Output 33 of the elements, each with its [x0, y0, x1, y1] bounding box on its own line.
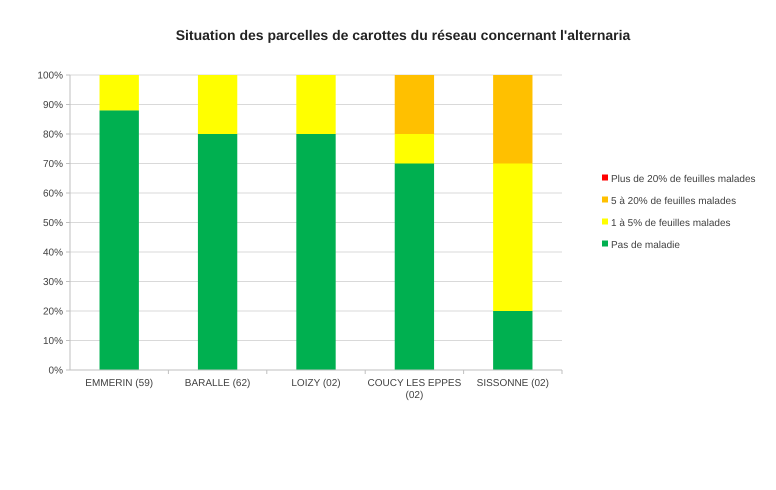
y-tick-label: 10%	[42, 336, 64, 347]
chart-title: Situation des parcelles de carottes du réseau concernant l'alternaria	[176, 27, 631, 43]
x-tick-label: SISSONNE (02)	[476, 378, 549, 389]
y-tick-label: 30%	[42, 277, 64, 288]
legend-label: Pas de maladie	[611, 240, 680, 251]
y-tick-label: 0%	[48, 366, 64, 376]
y-tick-label: 60%	[42, 188, 64, 200]
bar	[198, 75, 238, 134]
x-tick-label: LOIZY (02)	[291, 378, 341, 389]
legend-label: 1 à 5% de feuilles malades	[611, 218, 731, 229]
y-tick-label: 70%	[42, 159, 64, 170]
bar	[100, 75, 139, 110]
bar	[100, 110, 139, 370]
bar	[198, 134, 238, 370]
y-tick-label: 50%	[42, 218, 64, 229]
bar	[493, 164, 532, 311]
bar	[394, 164, 434, 370]
bar	[296, 75, 336, 134]
y-tick-label: 40%	[42, 248, 64, 258]
y-tick-label: 20%	[42, 306, 64, 318]
bar	[493, 75, 532, 164]
legend-label: Plus de 20% de feuilles malades	[611, 174, 756, 185]
bar	[296, 134, 336, 370]
x-tick-label: COUCY LES EPPES (02)	[368, 378, 462, 401]
y-tick-label: 100%	[37, 70, 64, 82]
x-tick-label: EMMERIN (59)	[85, 378, 154, 389]
bar	[394, 134, 434, 164]
y-tick-label: 90%	[42, 100, 64, 111]
bar	[394, 75, 434, 134]
legend-label: 5 à 20% de feuilles malades	[611, 196, 736, 207]
bar	[493, 311, 532, 370]
x-tick-label: BARALLE (62)	[184, 378, 250, 389]
y-tick-label: 80%	[42, 130, 64, 140]
